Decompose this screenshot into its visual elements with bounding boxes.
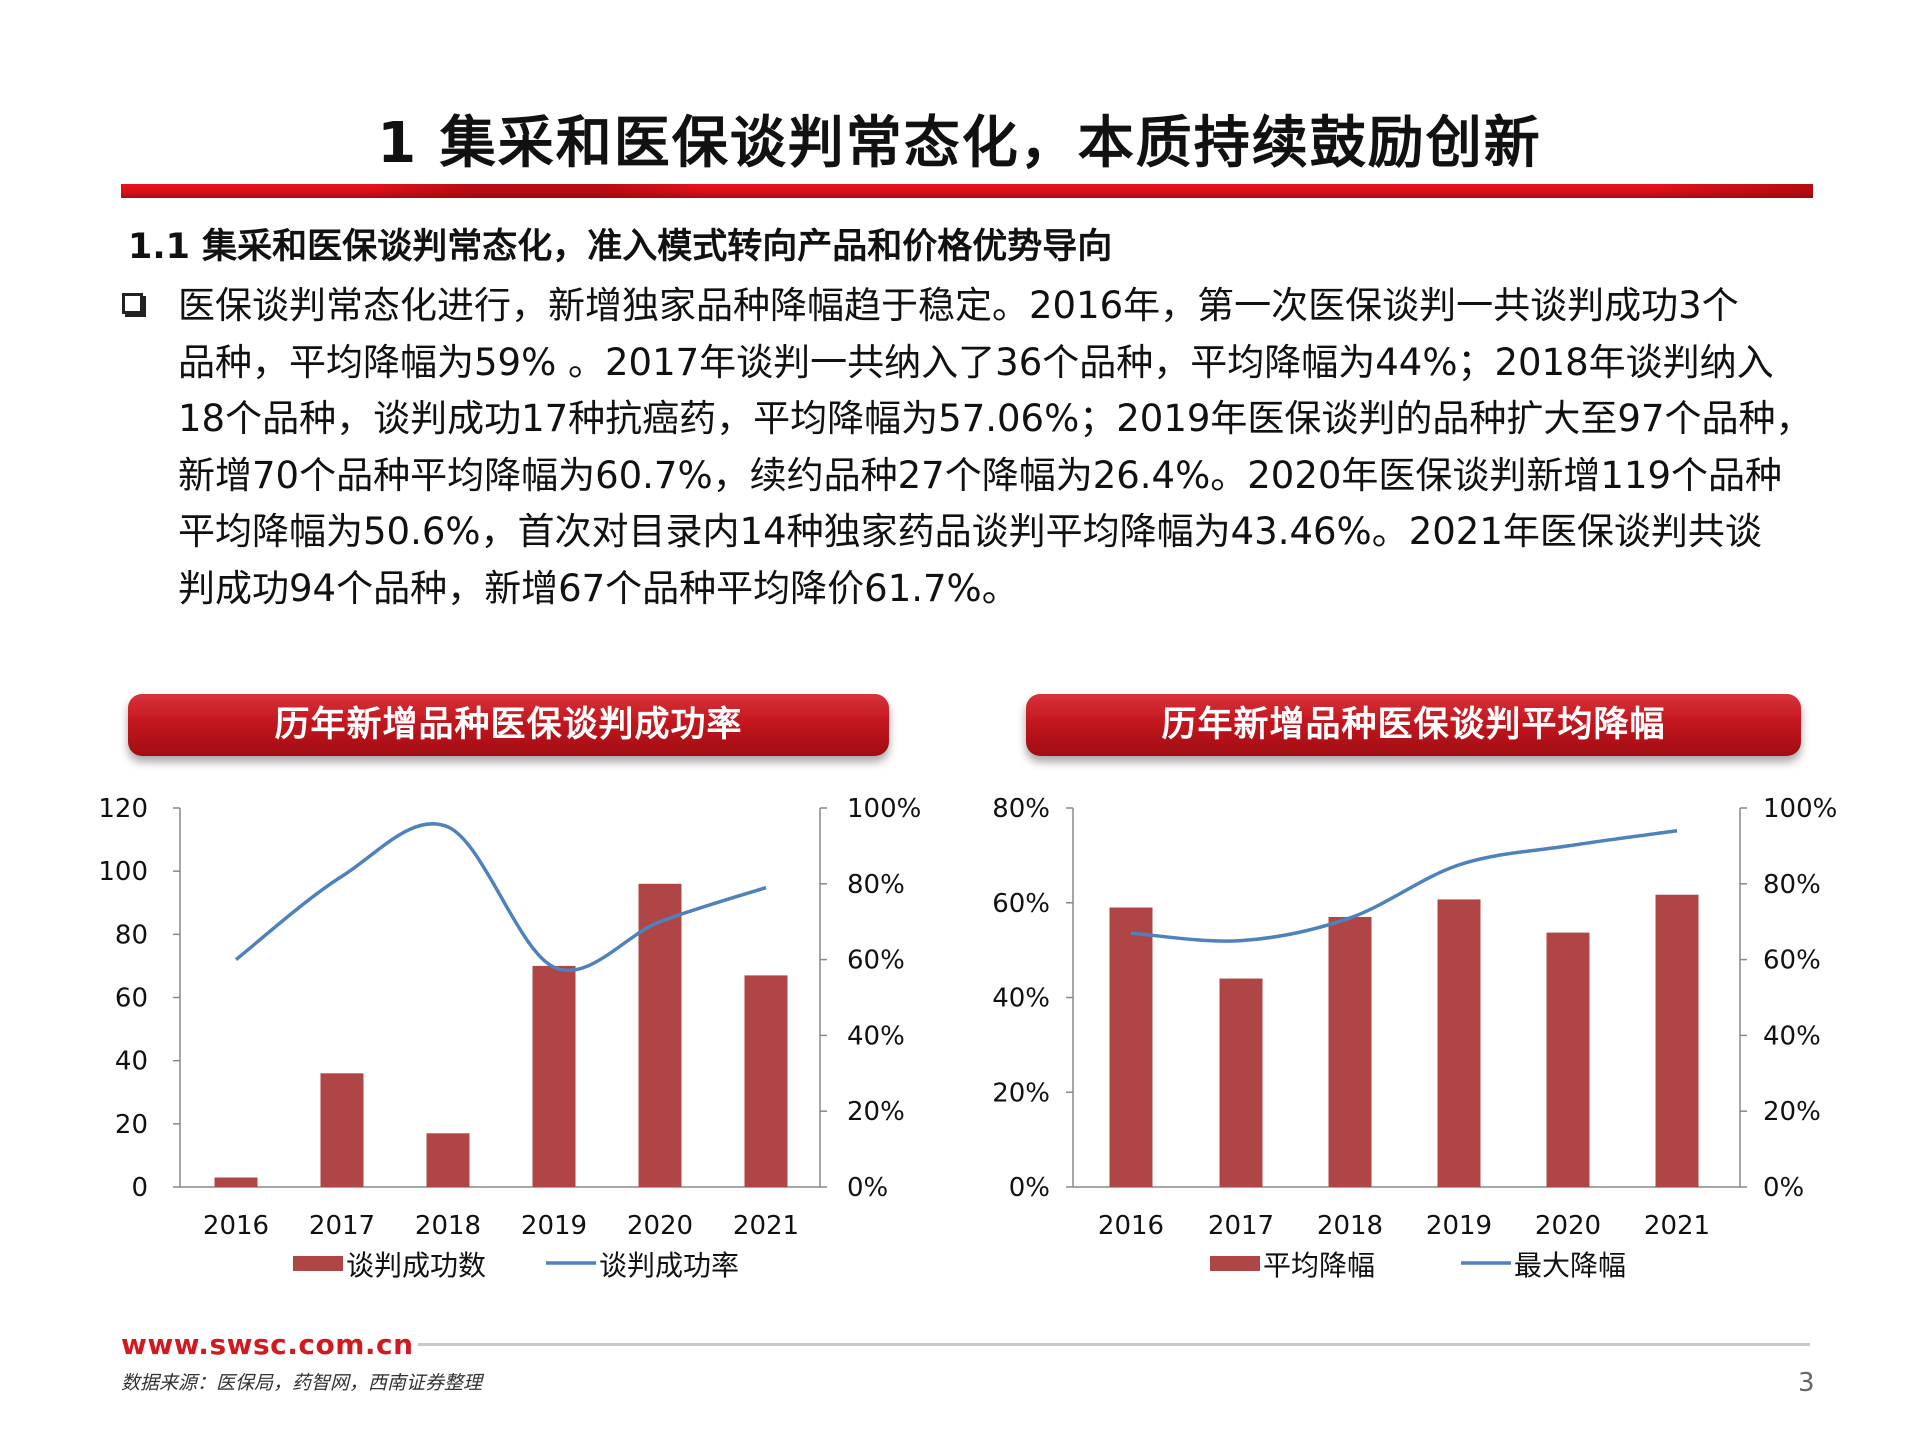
chart-1-title: 历年新增品种医保谈判成功率 — [128, 694, 889, 756]
chart-1-legend-bar-swatch — [293, 1256, 343, 1271]
chart-1-left-tick-label: 60 — [115, 984, 148, 1014]
footer-divider — [418, 1343, 1810, 1346]
chart-2-x-tick-label: 2017 — [1208, 1211, 1274, 1241]
chart-1-right-tick-label: 100% — [847, 794, 921, 824]
paragraph-line: 平均降幅为50.6%，首次对目录内14种独家药品谈判平均降幅为43.46%。20… — [178, 510, 1762, 553]
chart-2-legend-label: 最大降幅 — [1514, 1249, 1626, 1282]
chart-1-bar — [638, 883, 682, 1187]
chart-2-left-tick-label: 40% — [992, 984, 1050, 1014]
chart-1-right-tick-label: 60% — [847, 946, 905, 976]
page-title: 1 集采和医保谈判常态化，本质持续鼓励创新 — [377, 111, 1542, 176]
chart-2-bar — [1655, 894, 1699, 1187]
chart-2-x-tick-label: 2019 — [1426, 1211, 1492, 1241]
chart-2-bar — [1328, 916, 1372, 1187]
chart-2-right-tick-label: 60% — [1763, 946, 1821, 976]
chart-2-line-series — [1130, 829, 1678, 943]
paragraph-line: 新增70个品种平均降幅为60.7%，续约品种27个降幅为26.4%。2020年医… — [178, 453, 1783, 497]
chart-1-left-tick-label: 120 — [98, 794, 148, 824]
chart-2-left-tick-label: 80% — [992, 794, 1050, 824]
chart-1-line-series — [234, 822, 767, 972]
chart-2-x-tick-label: 2020 — [1535, 1211, 1601, 1241]
chart-1-legend-label: 谈判成功率 — [599, 1249, 739, 1282]
chart-2-bar — [1437, 899, 1481, 1187]
chart-2-legend-label: 平均降幅 — [1263, 1249, 1375, 1282]
paragraph-line: 判成功94个品种，新增67个品种平均降价61.7%。 — [178, 566, 1019, 610]
title-underline-bar — [121, 184, 1813, 198]
chart-1-left-tick-label: 80 — [115, 920, 148, 950]
chart-2-right-tick-label: 40% — [1763, 1021, 1821, 1051]
chart-2-right-tick-label: 20% — [1763, 1097, 1821, 1127]
chart-1-right-tick-label: 40% — [847, 1021, 905, 1051]
chart-2-x-tick-label: 2016 — [1098, 1211, 1164, 1241]
data-source-note: 数据来源：医保局，药智网，西南证券整理 — [121, 1372, 483, 1394]
chart-1-x-tick-label: 2019 — [521, 1211, 587, 1241]
chart-2-right-tick-label: 80% — [1763, 870, 1821, 900]
chart-1-bar — [320, 1073, 364, 1187]
page-number: 3 — [1798, 1368, 1815, 1398]
chart-1-x-tick-label: 2021 — [733, 1211, 799, 1241]
chart-2-left-tick-label: 60% — [992, 889, 1050, 919]
chart-2-left-tick-label: 20% — [992, 1078, 1050, 1108]
chart-2-right-tick-label: 0% — [1763, 1173, 1804, 1203]
chart-2-left-tick-label: 0% — [1009, 1173, 1050, 1203]
chart-1-right-tick-label: 80% — [847, 870, 905, 900]
section-subtitle: 1.1 集采和医保谈判常态化，准入模式转向产品和价格优势导向 — [128, 227, 1113, 267]
chart-2-bar — [1219, 978, 1263, 1187]
paragraph-line: 18个品种，谈判成功17种抗癌药，平均降幅为57.06%；2019年医保谈判的品… — [178, 397, 1813, 440]
chart-1-left-tick-label: 0 — [131, 1173, 148, 1203]
chart-1-left-tick-label: 40 — [115, 1047, 148, 1077]
chart-1-bar — [532, 965, 576, 1187]
chart-1-right-tick-label: 20% — [847, 1097, 905, 1127]
body-paragraph: 医保谈判常态化进行，新增独家品种降幅趋于稳定。2016年，第一次医保谈判一共谈判… — [178, 278, 1818, 617]
chart-1-right-tick-label: 0% — [847, 1173, 888, 1203]
website-link[interactable]: www.swsc.com.cn — [121, 1328, 414, 1361]
chart-1-legend-label: 谈判成功数 — [346, 1249, 486, 1282]
chart-1-x-tick-label: 2018 — [415, 1211, 481, 1241]
chart-1-left-tick-label: 100 — [98, 857, 148, 887]
chart-2-x-tick-label: 2018 — [1317, 1211, 1383, 1241]
chart-2-title: 历年新增品种医保谈判平均降幅 — [1026, 694, 1801, 756]
chart-2-legend-bar-swatch — [1210, 1256, 1260, 1271]
chart-1-bar — [744, 975, 788, 1187]
chart-2-x-tick-label: 2021 — [1644, 1211, 1710, 1241]
chart-1-x-tick-label: 2017 — [309, 1211, 375, 1241]
paragraph-line: 品种，平均降幅为59% 。2017年谈判一共纳入了36个品种，平均降幅为44%；… — [178, 340, 1774, 384]
checkbox-bullet-icon — [122, 293, 146, 317]
chart-1-bar — [426, 1133, 470, 1187]
chart-2-bar — [1109, 907, 1153, 1187]
chart-1-x-tick-label: 2020 — [627, 1211, 693, 1241]
chart-2-bar — [1546, 932, 1590, 1187]
chart-1-left-tick-label: 20 — [115, 1110, 148, 1140]
chart-1-bar — [214, 1177, 258, 1187]
paragraph-line: 医保谈判常态化进行，新增独家品种降幅趋于稳定。2016年，第一次医保谈判一共谈判… — [178, 284, 1739, 327]
chart-2-right-tick-label: 100% — [1763, 794, 1837, 824]
chart-1-x-tick-label: 2016 — [203, 1211, 269, 1241]
